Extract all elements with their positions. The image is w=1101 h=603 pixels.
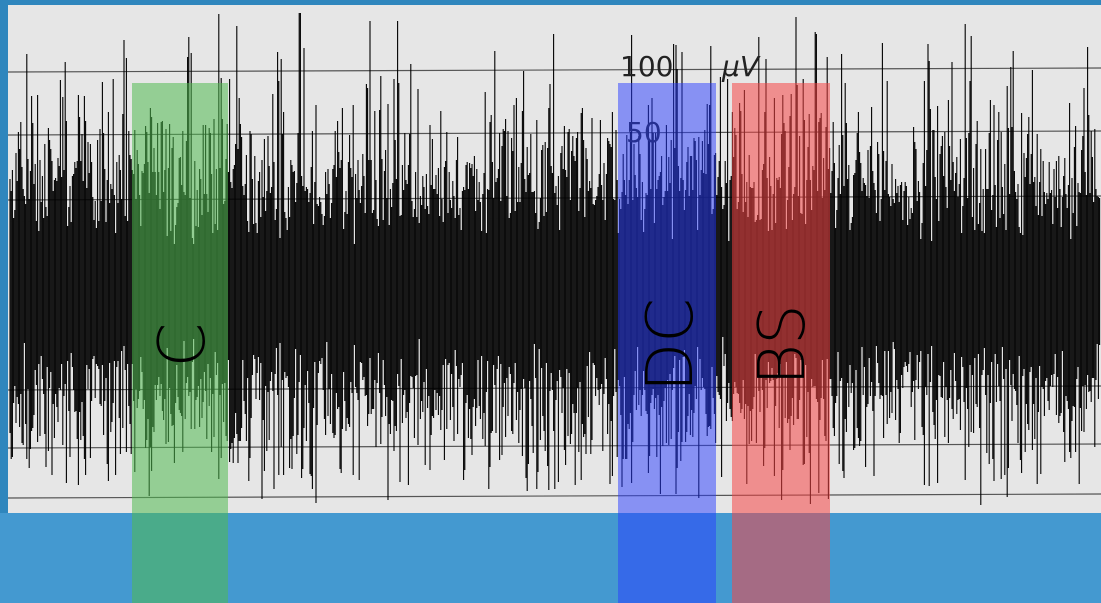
band-label: DC	[634, 298, 708, 392]
scale-value: 100	[620, 50, 673, 83]
band-label: BS	[746, 304, 820, 385]
page: 100 μV 50 C DC BS (() => { const data = …	[0, 0, 1101, 603]
scale-unit: μV	[721, 50, 761, 83]
scene: 100 μV 50 C DC BS	[0, 0, 1101, 603]
band-label: C	[146, 323, 220, 368]
